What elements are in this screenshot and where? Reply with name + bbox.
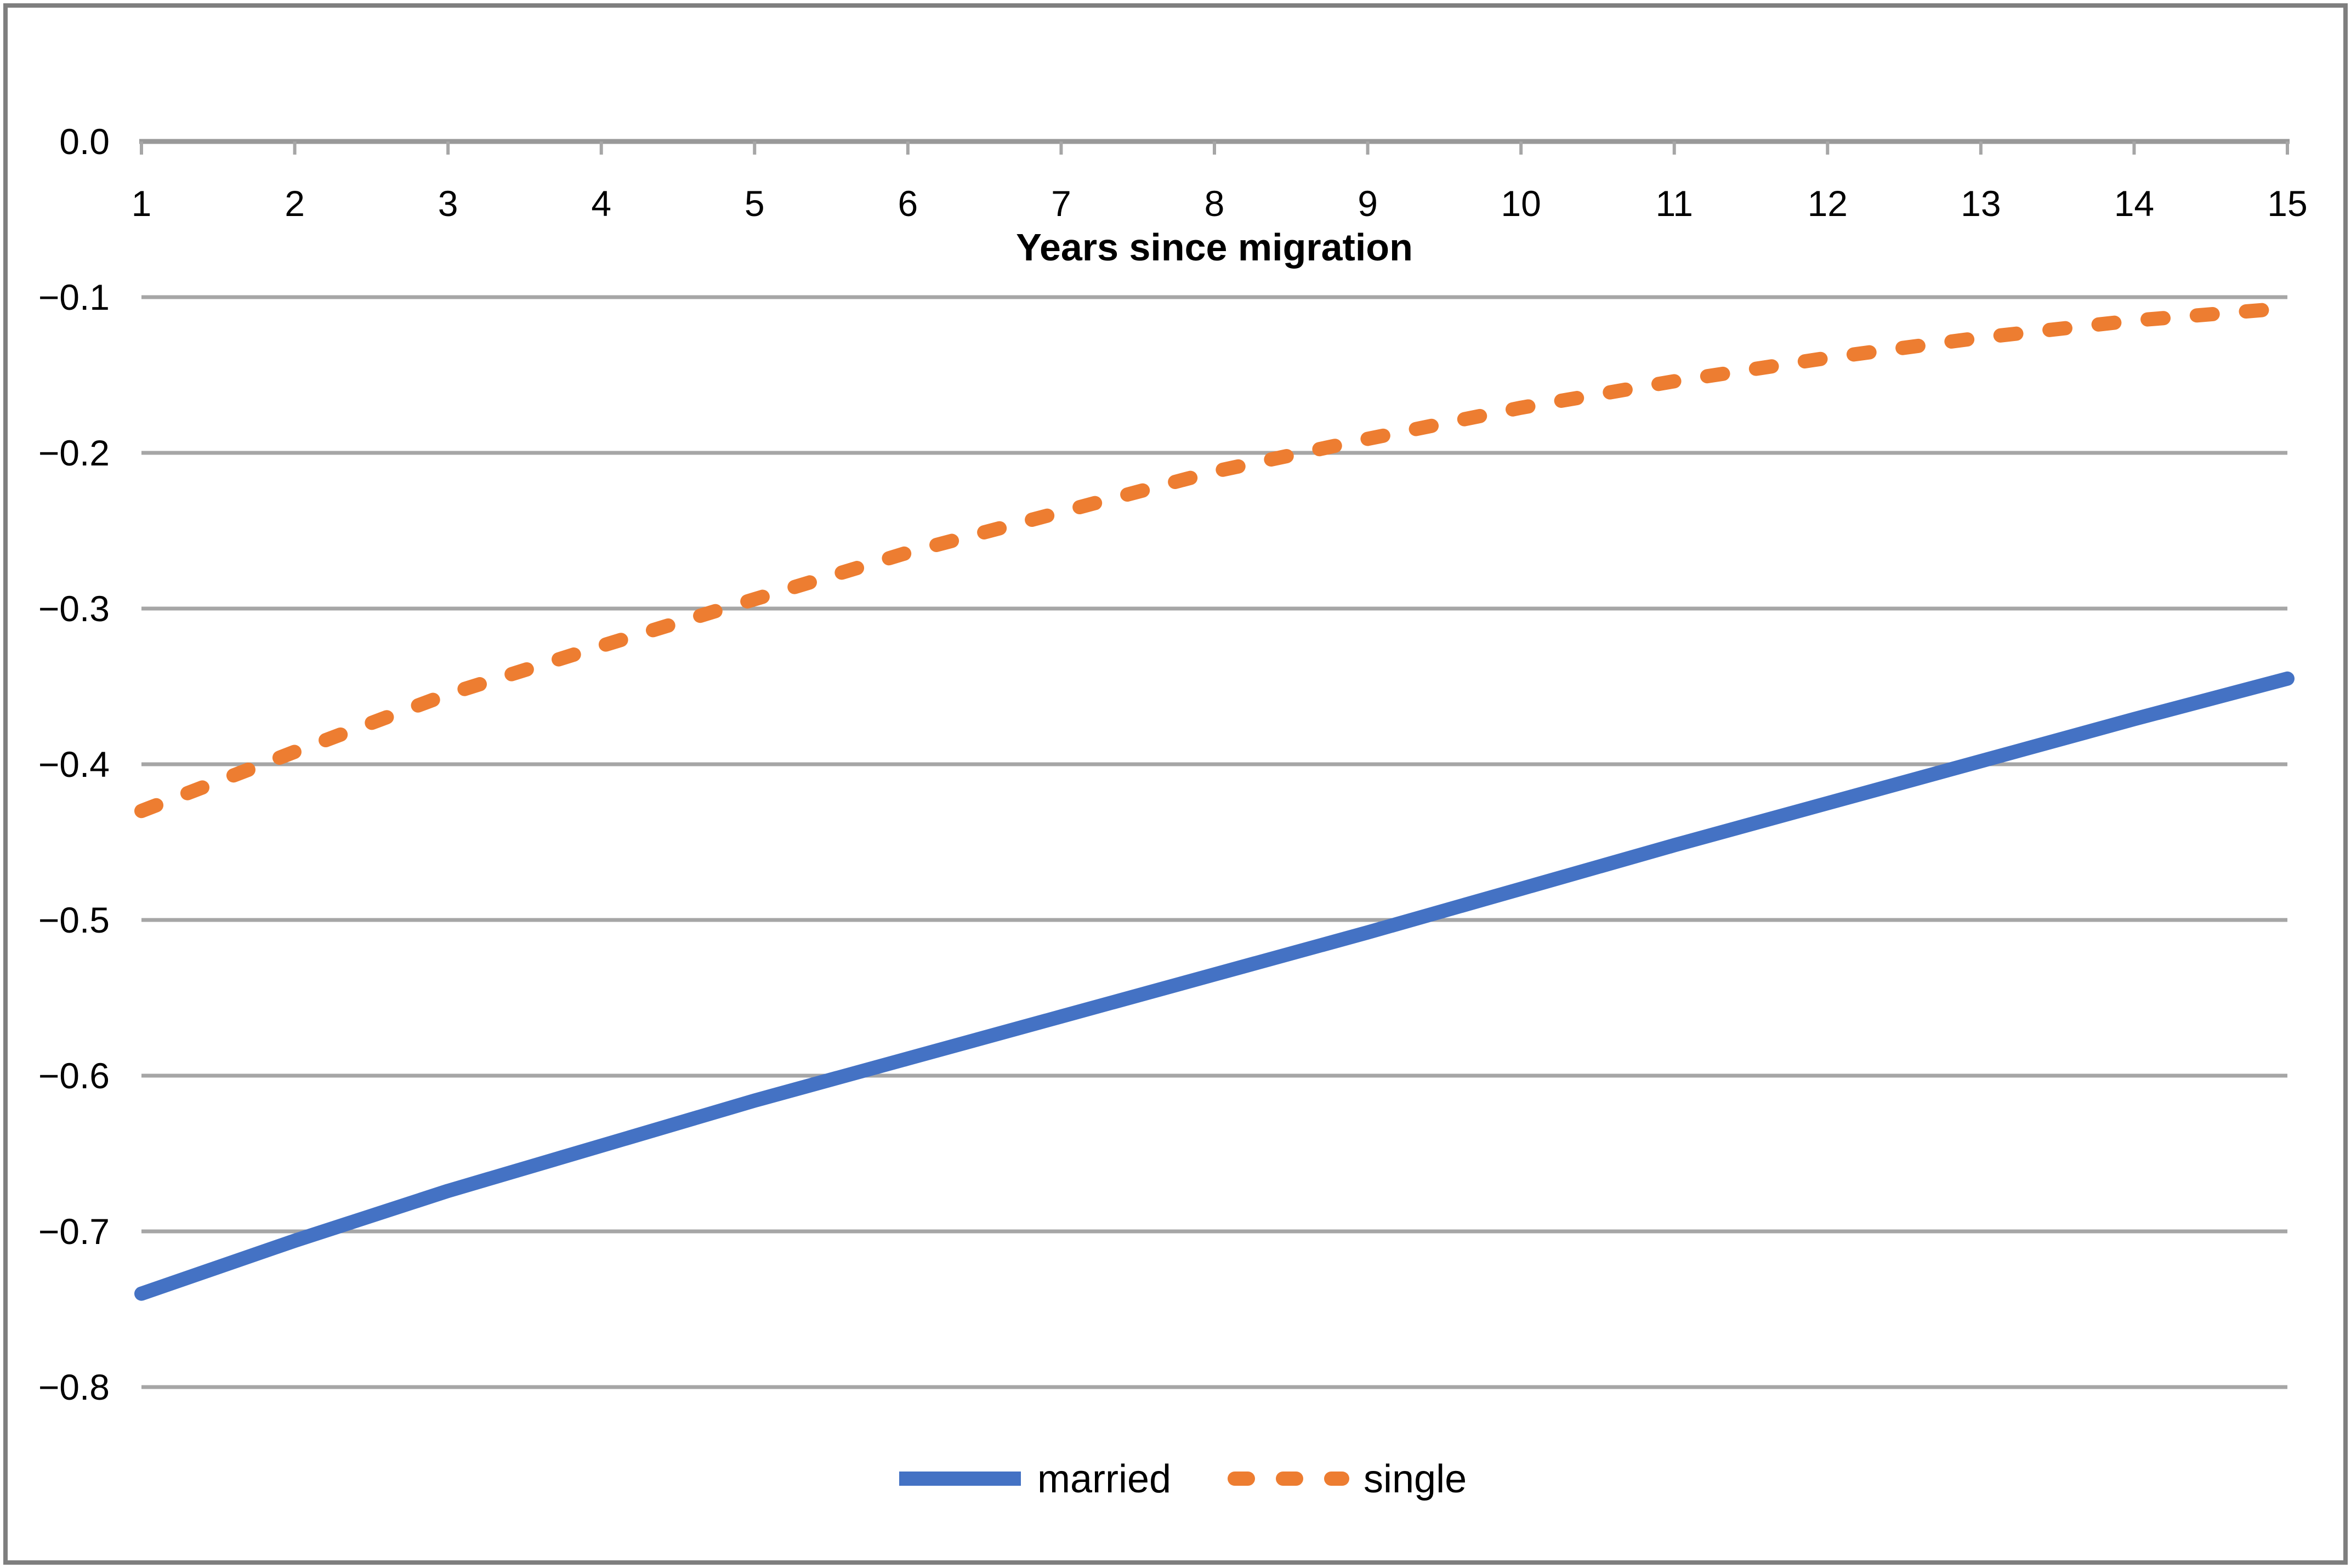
- x-axis-tick-label: 9: [1358, 183, 1378, 224]
- legend: married single: [899, 1457, 1467, 1501]
- y-axis-tick-label: −0.5: [38, 900, 110, 940]
- y-axis-tick-label: −0.2: [38, 433, 110, 473]
- y-axis-tick-label: −0.4: [38, 744, 110, 785]
- y-axis-tick-label: −0.3: [38, 588, 110, 629]
- y-axis-tick-label: 0.0: [59, 121, 110, 162]
- x-axis-tick-label: 13: [1961, 183, 2001, 224]
- x-axis-tick-label: 1: [132, 183, 152, 224]
- y-axis-tick-label: −0.8: [38, 1367, 110, 1407]
- series-line-married: [134, 671, 2295, 1301]
- x-axis-tick-label: 11: [1655, 183, 1693, 224]
- y-axis-labels: 0.0 −0.1 −0.2 −0.3 −0.4 −0.5 −0.6 −0.7 −0.8: [38, 121, 110, 1407]
- x-axis-tick-label: 14: [2114, 183, 2154, 224]
- series-lines: [134, 300, 2295, 1301]
- y-axis-tick-label: −0.1: [38, 277, 110, 317]
- x-axis-tick-label: 6: [898, 183, 918, 224]
- x-axis-tick-label: 7: [1051, 183, 1071, 224]
- legend-married-label: married: [1037, 1457, 1171, 1501]
- y-axis-tick-label: −0.6: [38, 1055, 110, 1096]
- x-axis-tick-label: 5: [745, 183, 765, 224]
- figure-border: [3, 3, 2348, 1565]
- x-axis-tick-label: 12: [1808, 183, 1848, 224]
- x-axis: 1 2 3 4 5 6 7 8 9 10 11 12 13 14 15: [132, 139, 2308, 224]
- x-axis-title: Years since migration: [1016, 226, 1413, 269]
- x-axis-tick-label: 2: [285, 183, 305, 224]
- x-axis-tick-label: 8: [1205, 183, 1225, 224]
- x-axis-tick-label: 15: [2267, 183, 2307, 224]
- x-axis-tick-label: 10: [1501, 183, 1541, 224]
- series-line-single: [134, 300, 2295, 819]
- x-axis-tick-label: 3: [438, 183, 458, 224]
- gridlines: [141, 295, 2287, 1389]
- legend-single-label: single: [1364, 1457, 1467, 1501]
- x-axis-tick-label: 4: [591, 183, 611, 224]
- y-axis-tick-label: −0.7: [38, 1211, 110, 1252]
